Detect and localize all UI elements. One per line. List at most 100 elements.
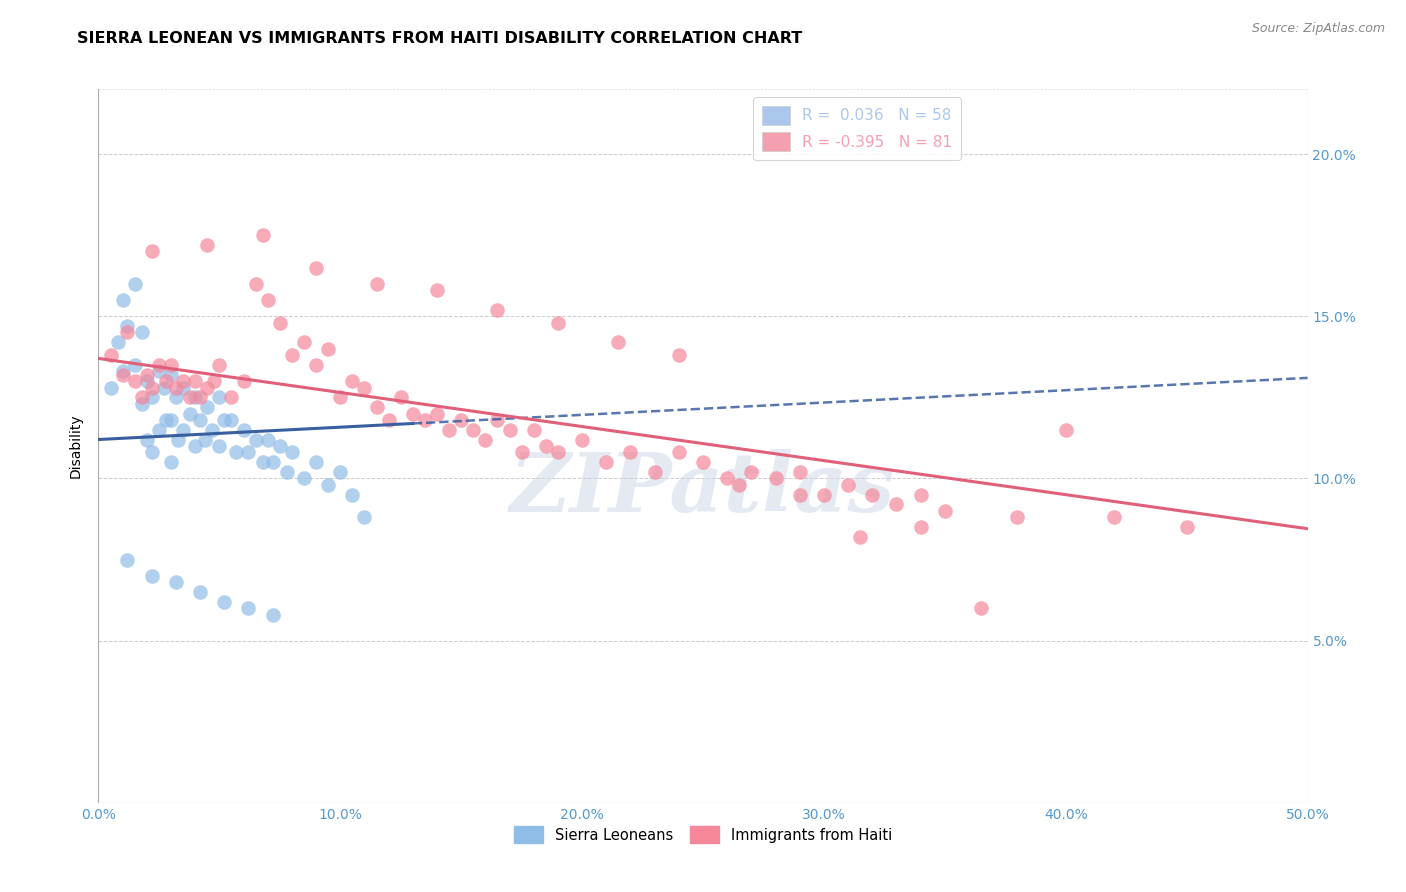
Point xyxy=(208,390,231,404)
Point xyxy=(789,488,811,502)
Point xyxy=(131,397,153,411)
Point xyxy=(262,455,284,469)
Point xyxy=(232,374,254,388)
Point xyxy=(668,445,690,459)
Point xyxy=(100,348,122,362)
Point xyxy=(172,374,194,388)
Point xyxy=(486,413,509,427)
Text: SIERRA LEONEAN VS IMMIGRANTS FROM HAITI DISABILITY CORRELATION CHART: SIERRA LEONEAN VS IMMIGRANTS FROM HAITI … xyxy=(77,31,803,46)
Point xyxy=(342,488,364,502)
Point xyxy=(107,335,129,350)
Point xyxy=(167,433,190,447)
Point xyxy=(208,439,231,453)
Point xyxy=(463,423,485,437)
Point xyxy=(152,381,174,395)
Point xyxy=(571,433,593,447)
Point xyxy=(426,283,449,297)
Point xyxy=(160,413,183,427)
Point xyxy=(934,504,956,518)
Point xyxy=(195,400,218,414)
Point xyxy=(316,478,339,492)
Point xyxy=(619,445,641,459)
Point xyxy=(221,413,243,427)
Point xyxy=(172,381,194,395)
Point xyxy=(135,374,157,388)
Point xyxy=(179,390,201,404)
Point xyxy=(165,575,187,590)
Point xyxy=(245,433,267,447)
Point xyxy=(849,530,872,544)
Point xyxy=(135,368,157,382)
Point xyxy=(184,390,207,404)
Point xyxy=(595,455,617,469)
Point xyxy=(740,465,762,479)
Point xyxy=(329,465,352,479)
Point xyxy=(245,277,267,291)
Y-axis label: Disability: Disability xyxy=(69,414,83,478)
Point xyxy=(426,407,449,421)
Point xyxy=(100,381,122,395)
Point xyxy=(208,358,231,372)
Point xyxy=(212,413,235,427)
Point xyxy=(160,368,183,382)
Point xyxy=(160,455,183,469)
Point xyxy=(184,439,207,453)
Point xyxy=(269,316,291,330)
Point xyxy=(837,478,859,492)
Point xyxy=(225,445,247,459)
Point xyxy=(141,381,163,395)
Text: ZIPatlas: ZIPatlas xyxy=(510,449,896,529)
Point xyxy=(204,374,226,388)
Point xyxy=(765,471,787,485)
Point xyxy=(117,318,139,333)
Point xyxy=(292,335,315,350)
Point xyxy=(716,471,738,485)
Point xyxy=(1054,423,1077,437)
Point xyxy=(212,595,235,609)
Point xyxy=(111,293,134,307)
Point xyxy=(813,488,835,502)
Point xyxy=(252,455,274,469)
Point xyxy=(1175,520,1198,534)
Point xyxy=(728,478,751,492)
Point xyxy=(342,374,364,388)
Point xyxy=(607,335,630,350)
Point xyxy=(281,348,304,362)
Point xyxy=(124,374,146,388)
Point xyxy=(188,390,211,404)
Point xyxy=(413,413,436,427)
Point xyxy=(165,390,187,404)
Point xyxy=(111,364,134,378)
Point xyxy=(160,358,183,372)
Point xyxy=(256,433,278,447)
Point xyxy=(1102,510,1125,524)
Point xyxy=(789,465,811,479)
Point xyxy=(353,381,375,395)
Point xyxy=(172,423,194,437)
Point xyxy=(305,260,328,275)
Point xyxy=(111,368,134,382)
Point xyxy=(135,433,157,447)
Point xyxy=(124,277,146,291)
Point xyxy=(148,423,170,437)
Point xyxy=(316,342,339,356)
Point xyxy=(252,228,274,243)
Point xyxy=(184,374,207,388)
Point xyxy=(305,455,328,469)
Point xyxy=(547,445,569,459)
Point xyxy=(238,445,260,459)
Point xyxy=(292,471,315,485)
Point xyxy=(860,488,883,502)
Point xyxy=(141,390,163,404)
Point xyxy=(188,413,211,427)
Point xyxy=(668,348,690,362)
Point xyxy=(201,423,224,437)
Point xyxy=(131,326,153,340)
Point xyxy=(155,413,177,427)
Point xyxy=(221,390,243,404)
Point xyxy=(238,601,260,615)
Point xyxy=(117,326,139,340)
Point xyxy=(141,445,163,459)
Point xyxy=(1007,510,1029,524)
Point xyxy=(329,390,352,404)
